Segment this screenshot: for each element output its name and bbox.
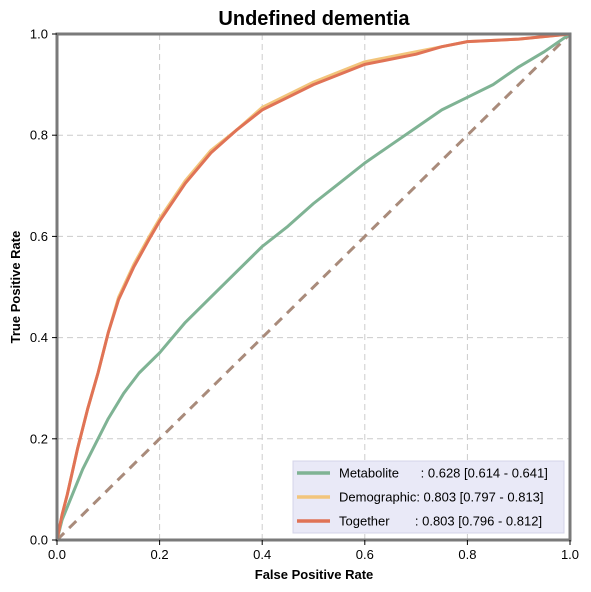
legend: Metabolite : 0.628 [0.614 - 0.641] Demogr… (292, 460, 565, 534)
chart-title: Undefined dementia (218, 8, 410, 30)
x-tick-label: 1.0 (561, 547, 579, 562)
y-tick-label: 0.0 (30, 533, 48, 548)
series-line-metabolite (55, 32, 572, 542)
legend-label-metabolite: Metabolite : 0.628 [0.614 - 0.641] (339, 466, 548, 481)
x-tick-label: 0.8 (458, 547, 476, 562)
ticks: 0.0 0.2 0.4 0.6 0.8 1.0 0.0 0.2 0.4 0.6 0.8 1.0 (30, 27, 579, 563)
x-axis-label: False Positive Rate (255, 567, 374, 582)
reference-diagonal (55, 32, 572, 542)
legend-label-demographic: Demographic: 0.803 [0.797 - 0.813] (339, 490, 544, 505)
x-tick-label: 0.2 (151, 547, 169, 562)
legend-label-together: Together : 0.803 [0.796 - 0.812] (339, 514, 542, 529)
x-tick-label: 0.6 (356, 547, 374, 562)
plot-frame (55, 32, 572, 542)
y-tick-label: 0.2 (30, 431, 48, 446)
y-tick-label: 1.0 (30, 27, 48, 42)
x-tick-label: 0.0 (48, 547, 66, 562)
y-tick-label: 0.6 (30, 229, 48, 244)
legend-box (292, 460, 565, 534)
y-axis-label: True Positive Rate (8, 231, 23, 344)
series-line-together (55, 32, 572, 542)
y-tick-label: 0.4 (30, 330, 48, 345)
series-layer (55, 32, 572, 542)
y-tick-label: 0.8 (30, 128, 48, 143)
x-tick-label: 0.4 (253, 547, 271, 562)
